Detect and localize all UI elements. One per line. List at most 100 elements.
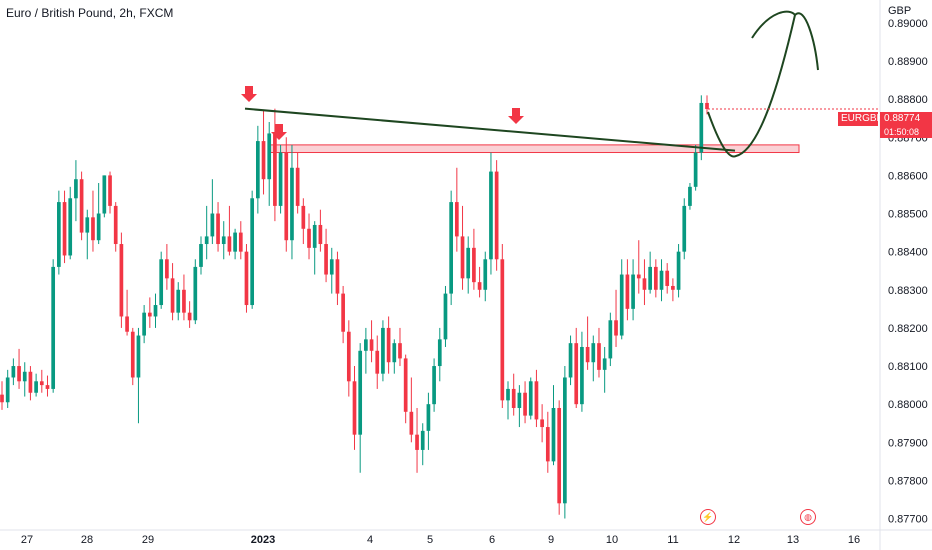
- candle-body: [619, 274, 624, 336]
- candle-body: [278, 152, 283, 206]
- candle-body: [381, 327, 385, 374]
- candle-body: [341, 293, 345, 332]
- candle-body: [625, 274, 630, 309]
- candle-body: [329, 259, 334, 275]
- candle-body: [250, 198, 255, 306]
- candle-body: [398, 343, 402, 359]
- x-tick-label: 4: [367, 534, 373, 546]
- candle-body: [409, 411, 414, 435]
- candle-body: [57, 202, 61, 267]
- x-tick-label: 29: [142, 534, 154, 546]
- candle-body: [273, 133, 277, 206]
- candle-body: [693, 152, 698, 187]
- x-tick-label: 11: [667, 534, 678, 546]
- candle-body: [28, 371, 33, 393]
- x-tick-label: 28: [81, 534, 93, 546]
- candle-body: [295, 167, 300, 206]
- last-price-tag: 0.88774: [880, 112, 932, 126]
- y-tick-label: 0.88300: [888, 285, 928, 297]
- candle-body: [11, 366, 16, 378]
- candle-body: [545, 427, 550, 462]
- candle-body: [34, 381, 38, 393]
- candle-body: [591, 343, 596, 363]
- candle-body: [153, 305, 158, 317]
- candle-body: [466, 247, 471, 279]
- candle-body: [517, 392, 522, 408]
- candle-body: [403, 358, 408, 412]
- candle-body: [432, 366, 436, 405]
- down-arrow-icon: [271, 124, 287, 140]
- candle-body: [506, 388, 510, 401]
- candle-body: [437, 339, 442, 367]
- candle-body: [5, 377, 10, 403]
- projection-curve: [707, 12, 819, 158]
- candle-body: [335, 259, 340, 294]
- candle-body: [568, 343, 573, 378]
- candle-body: [597, 343, 601, 370]
- x-tick-label: 9: [548, 534, 554, 546]
- candle-body: [238, 232, 243, 252]
- chart-title: Euro / British Pound, 2h, FXCM: [6, 6, 174, 20]
- x-tick-label: 16: [848, 534, 860, 546]
- lightning-icon[interactable]: ⚡: [700, 509, 716, 525]
- candle-body: [415, 434, 419, 450]
- y-tick-label: 0.88400: [888, 247, 928, 259]
- candle-body: [705, 102, 709, 110]
- candle-body: [108, 175, 112, 206]
- candle-body: [676, 251, 681, 290]
- candle-body: [608, 320, 613, 359]
- candle-body: [563, 377, 567, 504]
- trendline: [244, 107, 736, 152]
- candle-body: [364, 339, 368, 351]
- candle-body: [74, 179, 78, 199]
- candle-body: [614, 320, 618, 336]
- candle-body: [210, 213, 215, 237]
- candle-body: [79, 179, 84, 233]
- candle-body: [324, 244, 328, 275]
- y-tick-label: 0.88100: [888, 361, 928, 373]
- down-arrow-icon: [508, 108, 524, 124]
- candle-body: [500, 259, 505, 401]
- candle-body: [642, 278, 647, 290]
- candle-body: [261, 141, 266, 180]
- y-tick-label: 0.87800: [888, 475, 928, 487]
- y-tick-label: 0.88000: [888, 399, 928, 411]
- candle-body: [119, 244, 124, 317]
- y-tick-label: 0.88600: [888, 170, 928, 182]
- y-tick-label: 0.88500: [888, 209, 928, 221]
- candle-body: [358, 350, 363, 435]
- candle-body: [91, 217, 95, 241]
- candle-body: [574, 343, 579, 405]
- candle-body: [375, 350, 380, 374]
- candle-body: [352, 381, 357, 435]
- candle-body: [631, 274, 635, 309]
- candle-body: [96, 213, 101, 241]
- candle-body: [699, 102, 704, 153]
- candle-body: [489, 171, 493, 260]
- candle-body: [267, 133, 272, 180]
- candle-body: [221, 236, 226, 245]
- candle-body: [472, 247, 476, 283]
- candle-body: [534, 381, 539, 420]
- economic-event-icon[interactable]: ◍: [800, 509, 816, 525]
- candle-body: [204, 236, 209, 245]
- candle-body: [420, 430, 425, 450]
- candle-body: [39, 381, 44, 386]
- candle-body: [130, 331, 135, 378]
- candle-body: [51, 266, 56, 389]
- candle-body: [216, 213, 220, 245]
- candle-body: [0, 394, 4, 403]
- candle-body: [22, 371, 27, 382]
- candle-body: [318, 224, 323, 245]
- y-tick-label: 0.88200: [888, 323, 928, 335]
- candle-body: [125, 316, 129, 332]
- x-tick-label: 13: [787, 534, 799, 546]
- candle-body: [454, 202, 459, 237]
- candle-body: [494, 171, 499, 260]
- candle-body: [244, 251, 249, 306]
- down-arrow-icon: [241, 86, 257, 102]
- candle-body: [682, 205, 687, 252]
- candle-body: [671, 285, 675, 290]
